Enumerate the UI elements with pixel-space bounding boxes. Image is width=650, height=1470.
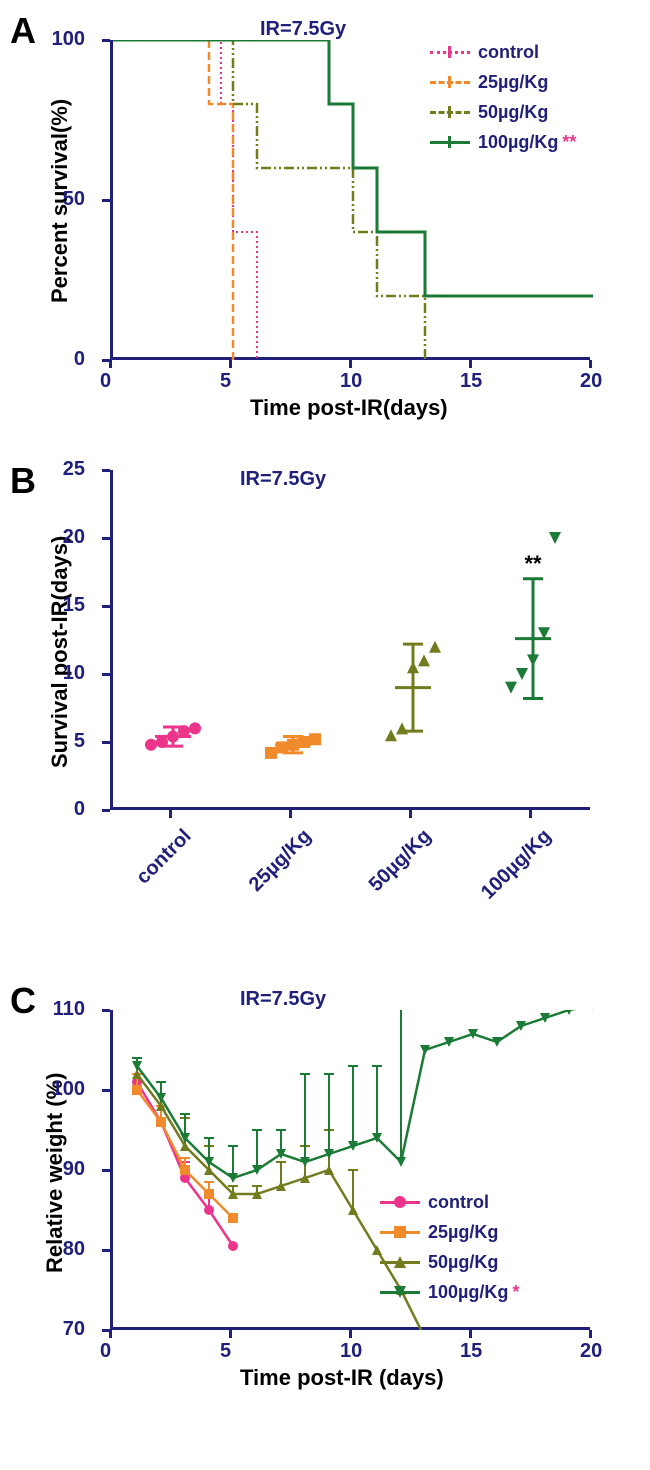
- panel-a-xlabel: Time post-IR(days): [250, 395, 448, 421]
- panel-b-label: B: [10, 460, 36, 502]
- legend-item: 50µg/Kg: [380, 1250, 519, 1274]
- panel-c-subtitle: IR=7.5Gy: [240, 988, 326, 1011]
- panel-b-xtick: 50µg/Kg: [342, 825, 436, 919]
- panel-b-plot: **: [110, 470, 590, 810]
- panel-c-xtick: 20: [580, 1340, 602, 1363]
- panel-c-ytick: 70: [63, 1318, 85, 1341]
- panel-c-ytick: 90: [63, 1158, 85, 1181]
- legend-item: 25µg/Kg: [430, 70, 576, 94]
- panel-b-ytick: 0: [74, 798, 85, 821]
- panel-a-subtitle: IR=7.5Gy: [260, 18, 346, 41]
- panel-a-label: A: [10, 10, 36, 52]
- panel-c-xtick: 0: [100, 1340, 111, 1363]
- legend-item: control: [430, 40, 576, 64]
- panel-c-xtick: 15: [460, 1340, 482, 1363]
- panel-c: C IR=7.5Gy Relative weight (%) 708090100…: [10, 980, 640, 1440]
- panel-a-ytick: 50: [63, 188, 85, 211]
- panel-b: B IR=7.5Gy Survival post-IR(days) ** 051…: [10, 460, 640, 960]
- legend-item: 25µg/Kg: [380, 1220, 519, 1244]
- panel-c-xtick: 10: [340, 1340, 362, 1363]
- panel-a-xtick: 0: [100, 370, 111, 393]
- legend-item: 50µg/Kg: [430, 100, 576, 124]
- panel-a-xtick: 10: [340, 370, 362, 393]
- panel-b-ylabel: Survival post-IR(days): [47, 538, 73, 768]
- panel-a: A IR=7.5Gy Percent survival(%) 050100 05…: [10, 10, 640, 440]
- panel-c-ytick: 80: [63, 1238, 85, 1261]
- panel-b-xtick: control: [102, 825, 196, 919]
- panel-a-ytick: 0: [74, 348, 85, 371]
- legend-item: 100µg/Kg **: [430, 130, 576, 154]
- panel-b-ytick: 10: [63, 662, 85, 685]
- panel-c-ytick: 100: [52, 1078, 85, 1101]
- panel-b-ytick: 20: [63, 526, 85, 549]
- panel-c-xtick: 5: [220, 1340, 231, 1363]
- panel-c-xlabel: Time post-IR (days): [240, 1365, 444, 1391]
- svg-text:**: **: [524, 551, 542, 576]
- panel-a-xtick: 15: [460, 370, 482, 393]
- panel-c-legend: control 25µg/Kg 50µg/Kg 100µg/Kg *: [380, 1190, 519, 1310]
- panel-b-ytick: 25: [63, 458, 85, 481]
- panel-c-label: C: [10, 980, 36, 1022]
- panel-a-legend: control 25µg/Kg 50µg/Kg 100µg/Kg **: [430, 40, 576, 160]
- panel-b-xtick: 25µg/Kg: [222, 825, 316, 919]
- panel-c-ytick: 110: [53, 998, 85, 1021]
- legend-item: control: [380, 1190, 519, 1214]
- panel-a-xtick: 5: [220, 370, 231, 393]
- panel-b-xtick: 100µg/Kg: [462, 825, 556, 919]
- panel-a-ytick: 100: [52, 28, 85, 51]
- panel-b-ytick: 5: [74, 730, 85, 753]
- panel-a-xtick: 20: [580, 370, 602, 393]
- legend-item: 100µg/Kg *: [380, 1280, 519, 1304]
- panel-b-ytick: 15: [63, 594, 85, 617]
